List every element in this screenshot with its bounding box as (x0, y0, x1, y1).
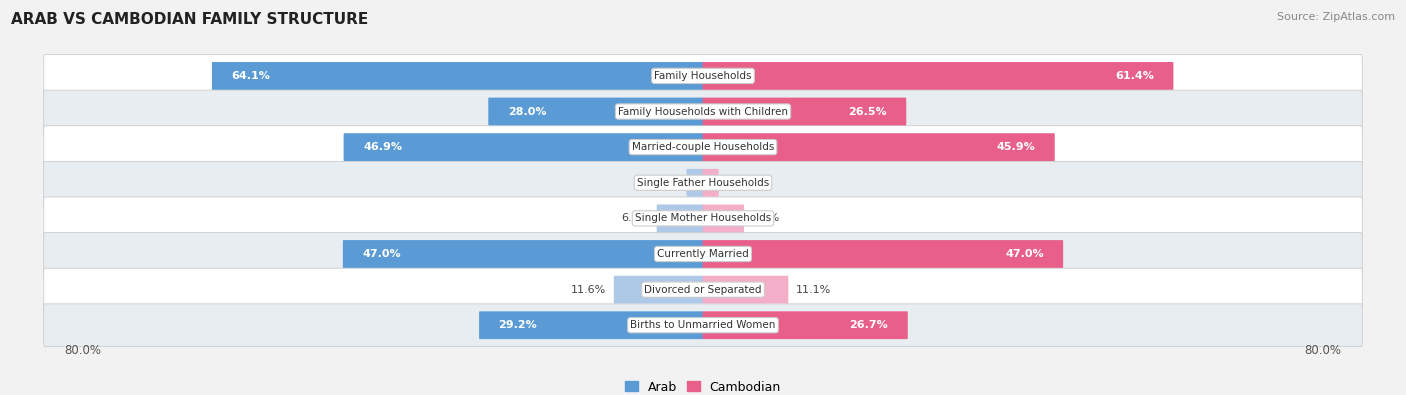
Text: 11.1%: 11.1% (796, 285, 831, 295)
Text: Single Mother Households: Single Mother Households (636, 213, 770, 223)
Legend: Arab, Cambodian: Arab, Cambodian (620, 376, 786, 395)
FancyBboxPatch shape (614, 276, 703, 303)
FancyBboxPatch shape (703, 62, 1174, 90)
FancyBboxPatch shape (686, 169, 703, 197)
FancyBboxPatch shape (44, 162, 1362, 204)
Text: Currently Married: Currently Married (657, 249, 749, 259)
Text: Source: ZipAtlas.com: Source: ZipAtlas.com (1277, 12, 1395, 22)
FancyBboxPatch shape (703, 133, 1054, 161)
FancyBboxPatch shape (44, 268, 1362, 311)
FancyBboxPatch shape (44, 90, 1362, 133)
FancyBboxPatch shape (479, 311, 703, 339)
FancyBboxPatch shape (488, 98, 703, 125)
FancyBboxPatch shape (44, 55, 1362, 97)
FancyBboxPatch shape (44, 197, 1362, 240)
Text: 6.0%: 6.0% (621, 213, 650, 223)
Text: Married-couple Households: Married-couple Households (631, 142, 775, 152)
FancyBboxPatch shape (703, 276, 789, 303)
Text: Single Father Households: Single Father Households (637, 178, 769, 188)
Text: 28.0%: 28.0% (508, 107, 547, 117)
FancyBboxPatch shape (343, 240, 703, 268)
FancyBboxPatch shape (703, 205, 744, 232)
Text: 26.5%: 26.5% (848, 107, 887, 117)
Text: 47.0%: 47.0% (363, 249, 401, 259)
Text: 45.9%: 45.9% (997, 142, 1035, 152)
FancyBboxPatch shape (703, 240, 1063, 268)
Text: 2.1%: 2.1% (651, 178, 679, 188)
Text: 47.0%: 47.0% (1005, 249, 1043, 259)
Text: ARAB VS CAMBODIAN FAMILY STRUCTURE: ARAB VS CAMBODIAN FAMILY STRUCTURE (11, 12, 368, 27)
Text: Family Households with Children: Family Households with Children (619, 107, 787, 117)
FancyBboxPatch shape (44, 233, 1362, 275)
FancyBboxPatch shape (212, 62, 703, 90)
Text: 46.9%: 46.9% (363, 142, 402, 152)
Text: 2.0%: 2.0% (725, 178, 755, 188)
FancyBboxPatch shape (703, 169, 718, 197)
Text: Divorced or Separated: Divorced or Separated (644, 285, 762, 295)
FancyBboxPatch shape (657, 205, 703, 232)
Text: Family Households: Family Households (654, 71, 752, 81)
Text: Births to Unmarried Women: Births to Unmarried Women (630, 320, 776, 330)
Text: 26.7%: 26.7% (849, 320, 889, 330)
Text: 80.0%: 80.0% (65, 344, 101, 357)
Text: 61.4%: 61.4% (1115, 71, 1154, 81)
FancyBboxPatch shape (343, 133, 703, 161)
Text: 29.2%: 29.2% (499, 320, 537, 330)
FancyBboxPatch shape (703, 98, 907, 125)
Text: 64.1%: 64.1% (232, 71, 270, 81)
FancyBboxPatch shape (703, 311, 908, 339)
Text: 5.3%: 5.3% (751, 213, 779, 223)
Text: 80.0%: 80.0% (1305, 344, 1341, 357)
Text: 11.6%: 11.6% (571, 285, 606, 295)
FancyBboxPatch shape (44, 126, 1362, 169)
FancyBboxPatch shape (44, 304, 1362, 346)
